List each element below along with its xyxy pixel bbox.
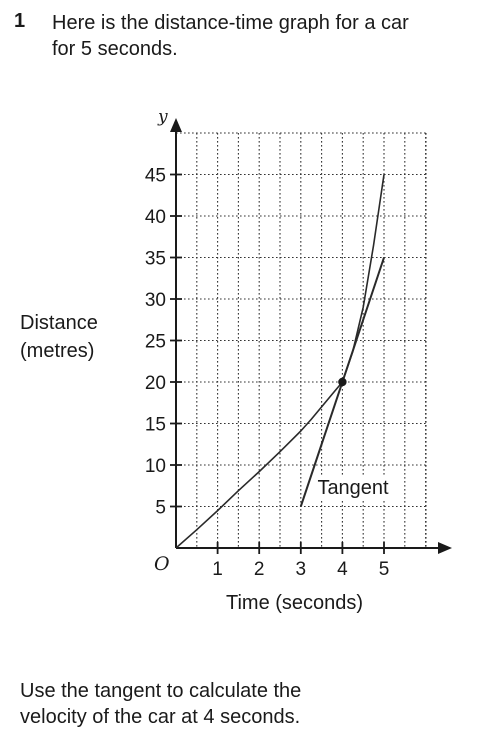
y-axis-letter: y [157, 107, 168, 127]
x-axis-label: Time (seconds) [226, 592, 364, 614]
distance-curve [175, 174, 385, 549]
y-axis-arrow-icon [170, 118, 182, 132]
x-tick-label: 5 [379, 559, 390, 580]
footer-line-1: Use the tangent to calculate the [20, 680, 302, 702]
footer-text: Use the tangent to calculate the velocit… [20, 678, 460, 730]
x-tick-label: 2 [254, 559, 265, 580]
y-tick-label: 15 [145, 415, 166, 436]
tangent-label: Tangent [317, 477, 389, 499]
y-tick-label: 35 [145, 249, 166, 270]
y-tick-label: 30 [145, 290, 166, 311]
question-line-2: for 5 seconds. [52, 38, 178, 60]
y-tick-label: 5 [155, 498, 166, 519]
y-tick-label: 25 [145, 332, 166, 353]
origin-label: O [154, 553, 170, 575]
x-tick-label: 1 [212, 559, 223, 580]
y-axis-label-line-2: (metres) [20, 340, 95, 362]
footer-line-2: velocity of the car at 4 seconds. [20, 706, 301, 728]
y-axis-label: Distance (metres) [20, 309, 98, 365]
x-tick-label: 3 [296, 559, 307, 580]
question-number: 1 [14, 10, 26, 32]
y-tick-label: 40 [145, 207, 166, 228]
x-axis-arrow-icon [438, 542, 452, 554]
question-line-1: Here is the distance-time graph for a ca… [52, 12, 409, 34]
y-tick-label: 20 [145, 373, 166, 394]
question-text: Here is the distance-time graph for a ca… [52, 10, 472, 62]
tangent-point [338, 377, 347, 387]
y-tick-label: 45 [145, 166, 166, 187]
y-tick-label: 10 [145, 456, 166, 477]
x-tick-label: 4 [337, 559, 348, 580]
tangent-label-background [314, 476, 403, 501]
y-axis-label-line-1: Distance [20, 312, 98, 334]
